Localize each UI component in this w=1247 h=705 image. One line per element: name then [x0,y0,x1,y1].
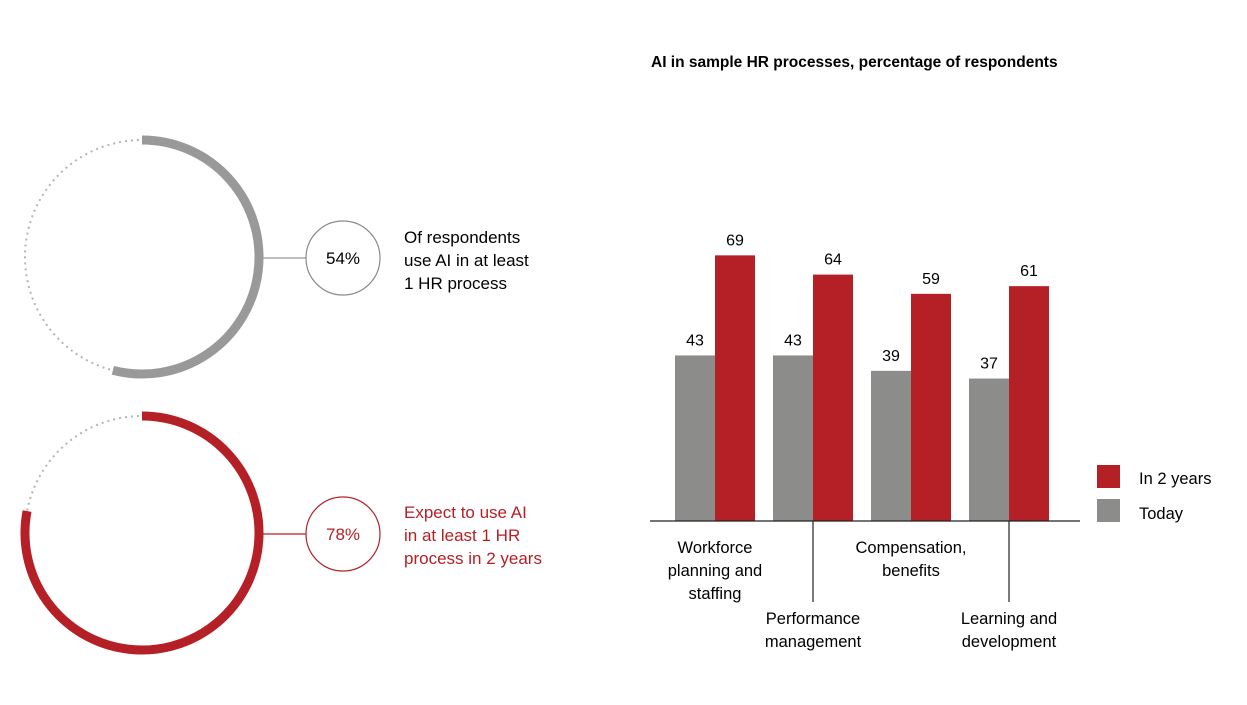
bar-today-3 [969,378,1009,521]
bar-in-2-years-2 [911,293,951,521]
bar-in-2-years-1 [813,274,853,521]
legend-swatch-today [1097,499,1120,522]
donut-today-line-2: use AI in at least [404,251,529,270]
category-label-3-line-1: development [962,633,1057,651]
donut-two-years-line-1: Expect to use AI [404,503,527,522]
bar-today-2 [871,370,911,521]
donut-today: 54% Of respondents use AI in at least 1 … [24,135,529,379]
category-label-3-line-0: Learning and [961,610,1057,628]
bar-chart-plot: 43 69 43 64 39 59 37 61 [675,232,1049,521]
data-label-today-0: 43 [686,332,704,349]
donut-two-years-badge [305,496,381,572]
donut-today-line-3: 1 HR process [404,274,507,293]
donut-today-badge [305,220,381,296]
data-label-in-2-years-0: 69 [726,232,744,249]
bar-in-2-years-0 [715,255,755,521]
category-label-0-line-1: planning and [668,562,763,580]
donut-today-percent: 54% [326,249,360,268]
bar-today-0 [675,355,715,521]
donut-today-line-1: Of respondents [404,228,520,247]
donut-today-arc [111,135,264,379]
category-label-0-line-0: Workforce [678,539,753,557]
legend-label-in-2-years: In 2 years [1139,470,1211,488]
donut-two-years: 78% Expect to use AI in at least 1 HR pr… [20,411,542,655]
legend-label-today: Today [1139,505,1184,523]
category-label-1-line-1: management [765,633,862,651]
donut-two-years-line-2: in at least 1 HR [404,526,520,545]
category-label-1-line-0: Performance [766,610,860,628]
category-label-0-line-2: staffing [689,585,742,603]
data-label-in-2-years-1: 64 [824,252,842,269]
bar-today-1 [773,355,813,521]
category-label-2-line-0: Compensation, [856,539,967,557]
chart-title: AI in sample HR processes, percentage of… [651,54,1058,71]
legend-swatch-in-2-years [1097,465,1120,488]
donut-two-years-percent: 78% [326,525,360,544]
bar-in-2-years-3 [1009,286,1049,521]
donut-two-years-arc [20,411,264,655]
data-label-today-1: 43 [784,332,802,349]
donut-two-years-line-3: process in 2 years [404,549,542,568]
data-label-today-2: 39 [882,348,900,365]
data-label-in-2-years-3: 61 [1020,263,1038,280]
category-labels: Workforce planning and staffing Performance… [668,521,1057,651]
category-label-2-line-1: benefits [882,562,940,580]
data-label-in-2-years-2: 59 [922,271,940,288]
legend: In 2 years Today [1097,465,1211,523]
data-label-today-3: 37 [980,356,998,373]
